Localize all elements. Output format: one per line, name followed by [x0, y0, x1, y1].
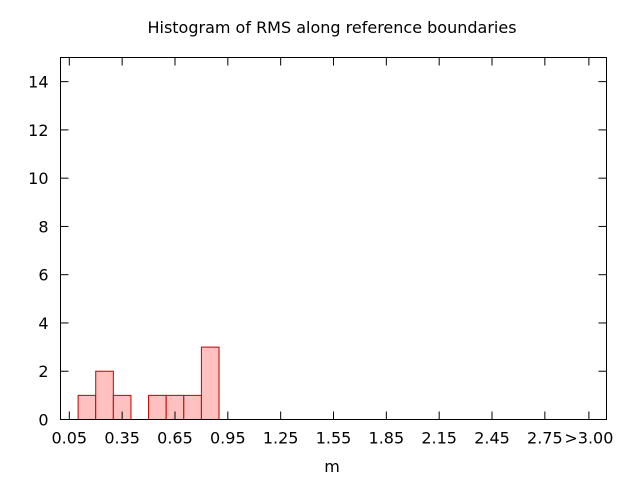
x-tick-label: >3.00	[564, 429, 613, 448]
y-tick-label: 2	[38, 362, 48, 381]
bars-group	[77, 346, 220, 421]
x-tick-label: 0.05	[51, 429, 87, 448]
x-axis-label: m	[324, 457, 340, 476]
y-tick-label: 0	[38, 411, 48, 430]
histogram-bar	[77, 394, 97, 421]
y-tick-label: 14	[28, 73, 48, 92]
x-tick-label: 2.15	[421, 429, 457, 448]
x-tick-label: 1.55	[316, 429, 352, 448]
histogram-bar	[95, 370, 114, 421]
y-tick-label: 8	[38, 217, 48, 236]
y-axis: 0 2 4 6 8 10 12 14	[28, 73, 607, 430]
x-tick-label: 0.95	[210, 429, 246, 448]
histogram-bar	[183, 394, 202, 421]
x-tick-label: 1.25	[263, 429, 299, 448]
y-tick-label: 4	[38, 314, 48, 333]
x-tick-label: 2.45	[474, 429, 510, 448]
y-tick-label: 10	[28, 169, 48, 188]
x-axis: 0.05 0.35 0.65 0.95 1.25 1.55 1.85 2.15 2.45 2.75…	[51, 57, 613, 448]
plot-frame	[60, 57, 607, 420]
histogram-bar	[200, 346, 220, 421]
x-tick-label: 0.35	[104, 429, 140, 448]
x-tick-label: 1.85	[369, 429, 405, 448]
x-tick-label: 2.75	[527, 429, 563, 448]
chart-title: Histogram of RMS along reference boundar…	[147, 18, 516, 37]
histogram-bar	[148, 394, 167, 421]
y-tick-label: 6	[38, 266, 48, 285]
y-tick-label: 12	[28, 121, 48, 140]
x-tick-label: 0.65	[157, 429, 193, 448]
